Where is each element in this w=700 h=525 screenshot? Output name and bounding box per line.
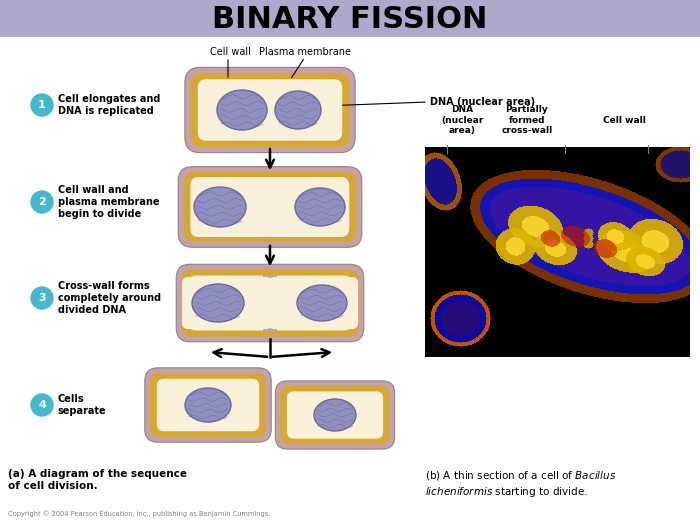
Text: (a) A diagram of the sequence
of cell division.: (a) A diagram of the sequence of cell di… [8, 469, 187, 490]
Bar [266, 278, 274, 328]
FancyBboxPatch shape [280, 386, 390, 444]
Ellipse shape [275, 91, 321, 129]
FancyBboxPatch shape [268, 277, 358, 329]
Text: Copyright © 2004 Pearson Education, Inc., publishing as Benjamin Cummings.: Copyright © 2004 Pearson Education, Inc.… [8, 510, 270, 517]
Circle shape [31, 191, 53, 213]
FancyBboxPatch shape [181, 269, 358, 337]
Ellipse shape [217, 90, 267, 130]
Ellipse shape [295, 188, 345, 226]
Bar [0, 0, 700, 37]
Ellipse shape [314, 399, 356, 431]
Text: Cell wall: Cell wall [209, 47, 251, 57]
Ellipse shape [185, 388, 231, 422]
FancyBboxPatch shape [190, 178, 349, 236]
Text: DNA
(nuclear
area): DNA (nuclear area) [441, 105, 483, 135]
FancyBboxPatch shape [190, 73, 349, 147]
Text: 1: 1 [38, 100, 46, 110]
Ellipse shape [192, 284, 244, 322]
FancyBboxPatch shape [266, 183, 274, 231]
FancyBboxPatch shape [275, 381, 395, 449]
Bar [263, 275, 277, 331]
Circle shape [31, 287, 53, 309]
Ellipse shape [194, 187, 246, 227]
Text: 4: 4 [38, 400, 46, 410]
FancyBboxPatch shape [197, 79, 342, 141]
Text: 3: 3 [38, 293, 46, 303]
FancyBboxPatch shape [190, 177, 276, 237]
FancyBboxPatch shape [188, 276, 351, 331]
Text: 2: 2 [38, 197, 46, 207]
Text: BINARY FISSION: BINARY FISSION [212, 5, 488, 34]
Text: (b) A thin section of a cell of $\it{Bacillus}$: (b) A thin section of a cell of $\it{Bac… [425, 469, 617, 482]
FancyBboxPatch shape [178, 167, 362, 247]
Text: Cell elongates and
DNA is replicated: Cell elongates and DNA is replicated [58, 94, 160, 116]
Text: DNA (nuclear area): DNA (nuclear area) [430, 97, 535, 107]
FancyBboxPatch shape [157, 379, 259, 431]
Text: Partially
formed
cross-wall: Partially formed cross-wall [501, 105, 552, 135]
Text: $\it{licheniformis}$ starting to divide.: $\it{licheniformis}$ starting to divide. [425, 485, 588, 499]
Text: Cell wall and
plasma membrane
begin to divide: Cell wall and plasma membrane begin to d… [58, 185, 160, 218]
FancyBboxPatch shape [183, 172, 356, 242]
Circle shape [31, 94, 53, 116]
Text: Cell wall: Cell wall [603, 116, 645, 125]
FancyBboxPatch shape [176, 264, 364, 342]
FancyBboxPatch shape [264, 177, 349, 237]
Text: Cross-wall forms
completely around
divided DNA: Cross-wall forms completely around divid… [58, 281, 161, 314]
Text: Cells
separate: Cells separate [58, 394, 106, 416]
FancyBboxPatch shape [287, 392, 383, 438]
Ellipse shape [297, 285, 347, 321]
Bar [425, 147, 690, 357]
FancyBboxPatch shape [182, 277, 272, 329]
FancyBboxPatch shape [185, 67, 355, 153]
FancyBboxPatch shape [264, 177, 276, 237]
FancyBboxPatch shape [145, 368, 271, 442]
Text: Plasma membrane: Plasma membrane [259, 47, 351, 57]
Circle shape [31, 394, 53, 416]
FancyBboxPatch shape [150, 373, 266, 437]
